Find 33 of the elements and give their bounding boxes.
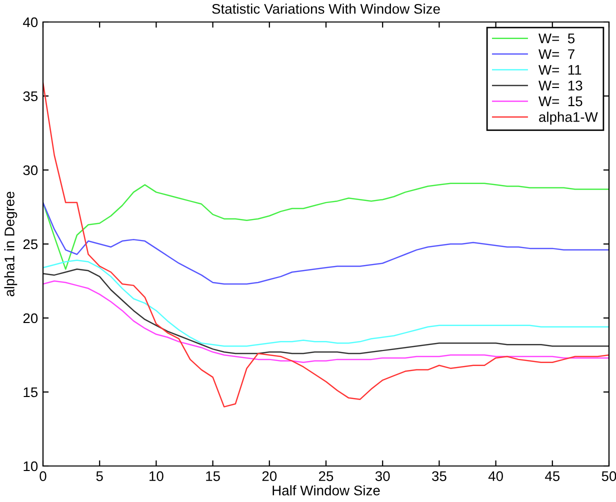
y-axis-title: alpha1 in Degree — [4, 192, 18, 296]
y-tick-label: 40 — [23, 17, 38, 28]
legend-label: alpha1-W — [539, 112, 598, 125]
legend-label: W= 7 — [538, 49, 574, 59]
line-series — [43, 280, 609, 364]
line-series — [43, 260, 609, 347]
x-tick-label: 15 — [206, 471, 220, 482]
y-tick-label: 35 — [23, 91, 38, 102]
y-tick-label: 25 — [23, 239, 38, 250]
x-axis-title: Half Window Size — [272, 485, 380, 496]
y-tick-label: 30 — [23, 165, 38, 176]
legend-label: W= 11 — [538, 65, 582, 75]
x-tick-label: 0 — [40, 471, 46, 482]
legend-label: W= 15 — [538, 96, 582, 106]
y-tick-label: 20 — [23, 313, 38, 324]
x-tick-label: 20 — [262, 471, 277, 482]
x-tick-label: 25 — [318, 471, 334, 482]
x-tick-label: 30 — [375, 471, 390, 482]
legend-label: W= 5 — [538, 34, 575, 44]
chart-title: Statistic Variations With Window Size — [212, 4, 440, 14]
y-tick-label: 10 — [24, 461, 38, 472]
legend-label: W= 13 — [538, 80, 582, 90]
line-series — [43, 268, 609, 354]
x-tick-label: 45 — [544, 471, 560, 482]
x-tick-label: 5 — [96, 471, 103, 482]
x-tick-label: 35 — [432, 471, 446, 482]
x-tick-label: 10 — [150, 471, 164, 482]
x-tick-label: 40 — [488, 471, 503, 482]
line-series — [43, 182, 609, 270]
line-series — [43, 202, 609, 285]
x-tick-label: 50 — [602, 471, 616, 482]
line-series — [43, 82, 609, 408]
y-tick-label: 15 — [24, 387, 38, 398]
